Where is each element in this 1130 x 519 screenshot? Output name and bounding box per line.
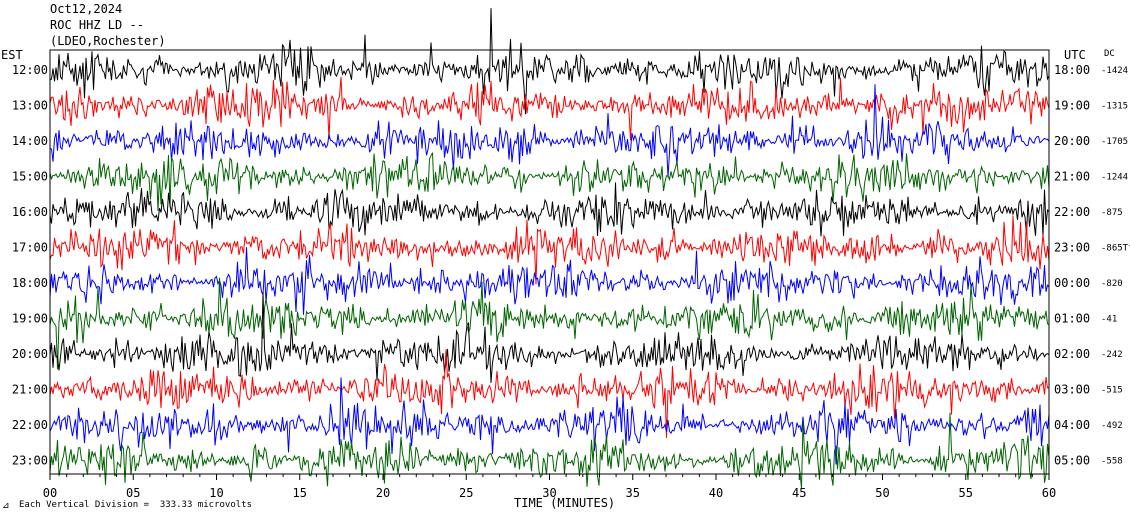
- date-label: Oct12,2024: [50, 2, 123, 16]
- left-timezone-label: EST: [1, 48, 23, 62]
- est-hour-label: 19:00: [12, 312, 48, 326]
- utc-hour-label: 20:00: [1054, 134, 1090, 148]
- utc-hour-label: 18:00: [1054, 63, 1090, 77]
- est-hour-label: 23:00: [12, 454, 48, 468]
- dc-offset-label: -1244: [1101, 173, 1128, 183]
- x-tick-label: 15: [293, 486, 307, 500]
- est-hour-label: 13:00: [12, 99, 48, 113]
- utc-hour-label: 05:00: [1054, 454, 1090, 468]
- row-labels: 12:00 18:00 -1424 13:00 19:00 -1315 14:00 20:00…: [12, 63, 1130, 468]
- trace-row-1700: [49, 215, 1050, 285]
- utc-hour-label: 03:00: [1054, 383, 1090, 397]
- trace-row-1800: [49, 247, 1050, 315]
- utc-hour-label: 02:00: [1054, 347, 1090, 361]
- utc-hour-label: 21:00: [1054, 170, 1090, 184]
- right-timezone-label: UTC: [1064, 48, 1086, 62]
- est-hour-label: 21:00: [12, 383, 48, 397]
- dc-offset-label: -41: [1101, 315, 1117, 325]
- x-axis-title: TIME (MINUTES): [514, 496, 616, 510]
- x-tick-label: 25: [459, 486, 473, 500]
- trace-row-1900: [49, 277, 1050, 370]
- trace-row-1300: [49, 76, 1050, 141]
- est-hour-label: 17:00: [12, 241, 48, 255]
- utc-hour-label: 22:00: [1054, 205, 1090, 219]
- x-tick-label: 20: [376, 486, 390, 500]
- dc-offset-label: -492: [1101, 421, 1123, 431]
- x-axis-ticks: 00 05 10 15 20 25 30 35 40 45 50 55 60: [43, 474, 1056, 500]
- dc-offset-label: -1705: [1101, 137, 1128, 147]
- dc-offset-label: -515: [1101, 386, 1123, 396]
- est-hour-label: 22:00: [12, 418, 48, 432]
- trace-row-2000: [49, 292, 1050, 383]
- est-hour-label: 12:00: [12, 63, 48, 77]
- trace-row-2300: [49, 412, 1050, 489]
- dc-offset-label: -1424: [1101, 66, 1128, 76]
- est-hour-label: 18:00: [12, 276, 48, 290]
- est-hour-label: 20:00: [12, 347, 48, 361]
- channel-label: ROC HHZ LD --: [50, 18, 144, 32]
- trace-row-2100: [49, 349, 1050, 438]
- dc-offset-label: -865Tfr: [1101, 244, 1130, 254]
- est-hour-label: 15:00: [12, 170, 48, 184]
- dc-offset-label: -558: [1101, 457, 1123, 467]
- scale-icon: ⊿: [2, 501, 10, 511]
- dc-offset-label: -820: [1101, 279, 1123, 289]
- dc-offset-label: -242: [1101, 350, 1123, 360]
- trace-row-2200: [49, 377, 1050, 465]
- dc-offset-label: -1315: [1101, 102, 1128, 112]
- x-tick-label: 60: [1042, 486, 1056, 500]
- trace-row-1500: [49, 152, 1050, 212]
- utc-hour-label: 23:00: [1054, 241, 1090, 255]
- x-tick-label: 35: [626, 486, 640, 500]
- x-tick-label: 55: [959, 486, 973, 500]
- x-tick-label: 10: [209, 486, 223, 500]
- utc-hour-label: 00:00: [1054, 276, 1090, 290]
- est-hour-label: 16:00: [12, 205, 48, 219]
- x-tick-label: 00: [43, 486, 57, 500]
- est-hour-label: 14:00: [12, 134, 48, 148]
- trace-row-1200: [49, 8, 1050, 115]
- utc-hour-label: 19:00: [1054, 99, 1090, 113]
- x-tick-label: 45: [792, 486, 806, 500]
- trace-row-1600: [49, 182, 1050, 237]
- network-label: (LDEO,Rochester): [50, 34, 166, 48]
- trace-row-1400: [49, 84, 1050, 178]
- x-tick-label: 40: [709, 486, 723, 500]
- x-tick-label: 30: [542, 486, 556, 500]
- seismic-traces: [49, 8, 1050, 489]
- utc-hour-label: 04:00: [1054, 418, 1090, 432]
- utc-hour-label: 01:00: [1054, 312, 1090, 326]
- scale-note: Each Vertical Division = 333.33 microvol…: [19, 500, 252, 510]
- x-tick-label: 50: [875, 486, 889, 500]
- dc-offset-label: -875: [1101, 208, 1123, 218]
- x-tick-label: 05: [126, 486, 140, 500]
- dc-header-label: DC: [1104, 49, 1115, 59]
